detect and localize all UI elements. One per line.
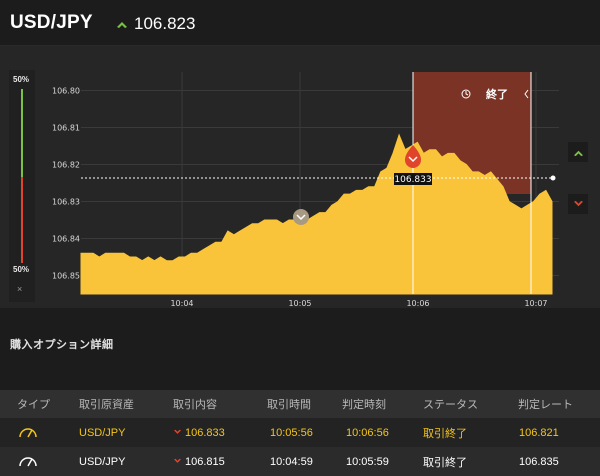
sentiment-gauge: 50% 50% × xyxy=(9,70,35,302)
header-bar: USD/JPY 106.823 xyxy=(0,0,600,46)
gauge-close-button[interactable]: × xyxy=(17,284,23,294)
high-button[interactable] xyxy=(568,142,588,162)
table-row[interactable]: USD/JPY 106.833 10:05:56 10:06:56 取引終了 1… xyxy=(0,418,600,447)
y-tick-label: 106.80 xyxy=(52,87,80,96)
current-price: 106.823 xyxy=(116,14,195,34)
x-tick-label: 10:07 xyxy=(524,299,547,308)
row-judge-time: 10:05:59 xyxy=(346,455,389,468)
currency-pair-title: USD/JPY xyxy=(10,12,93,33)
gauge-icon xyxy=(19,457,37,467)
current-rate-dot xyxy=(550,175,556,181)
down-arrow-icon xyxy=(573,200,583,206)
column-header-judge-rate: 判定レート xyxy=(518,399,573,411)
y-tick-label: 106.85 xyxy=(52,272,80,281)
gauge-up-bar xyxy=(21,89,23,177)
row-judge-time: 10:06:56 xyxy=(346,426,389,439)
column-header-asset: 取引原資産 xyxy=(79,399,134,411)
low-button[interactable] xyxy=(568,194,588,214)
y-tick-label: 106.81 xyxy=(52,124,80,133)
down-arrow-icon xyxy=(174,429,181,434)
up-arrow-icon xyxy=(117,22,127,28)
row-trade-time: 10:05:56 xyxy=(270,426,313,439)
row-status: 取引終了 xyxy=(423,456,467,469)
entry-rate-tag xyxy=(394,173,432,185)
price-area xyxy=(80,133,553,295)
column-header-type: タイプ xyxy=(17,399,50,411)
row-judge-rate: 106.821 xyxy=(519,426,559,439)
row-rate: 106.833 xyxy=(185,426,225,439)
column-header-status: ステータス xyxy=(423,399,478,411)
table-header: タイプ 取引原資産 取引内容 取引時間 判定時刻 ステータス 判定レート xyxy=(0,390,600,418)
gauge-icon xyxy=(19,428,37,438)
down-arrow-icon xyxy=(174,458,181,463)
y-tick-label: 106.82 xyxy=(52,161,80,170)
gauge-top-percent: 50% xyxy=(13,75,30,84)
row-judge-rate: 106.835 xyxy=(519,455,559,468)
y-tick-label: 106.83 xyxy=(52,198,80,207)
y-tick-label: 106.84 xyxy=(52,235,80,244)
x-tick-label: 10:05 xyxy=(288,299,311,308)
row-asset: USD/JPY xyxy=(79,426,126,439)
price-chart: 106.80 106.81 106.82 106.83 106.84 106.85 10:… xyxy=(52,72,559,308)
gauge-down-bar xyxy=(21,177,23,263)
row-status: 取引終了 xyxy=(423,427,467,440)
row-asset: USD/JPY xyxy=(79,455,126,468)
entry-rate-tag-text: 106.833 xyxy=(394,175,431,185)
table-row[interactable]: USD/JPY 106.815 10:04:59 10:05:59 取引終了 1… xyxy=(0,447,600,476)
x-tick-label: 10:06 xyxy=(406,299,429,308)
column-header-judge-time: 判定時刻 xyxy=(342,399,386,411)
entry-marker[interactable] xyxy=(405,145,421,168)
expiry-label-text: 終了 xyxy=(486,87,508,101)
column-header-direction: 取引内容 xyxy=(173,399,217,411)
gauge-bottom-percent: 50% xyxy=(13,265,30,274)
expiry-label: 終了 xyxy=(461,87,529,101)
column-header-trade-time: 取引時間 xyxy=(267,399,311,411)
up-arrow-icon xyxy=(573,150,583,156)
purchase-options-table: タイプ 取引原資産 取引内容 取引時間 判定時刻 ステータス 判定レート USD… xyxy=(0,390,600,476)
x-tick-label: 10:04 xyxy=(170,299,193,308)
previous-trade-marker[interactable] xyxy=(293,209,309,225)
row-rate: 106.815 xyxy=(185,455,225,468)
row-trade-time: 10:04:59 xyxy=(270,455,313,468)
current-price-value: 106.823 xyxy=(134,14,196,33)
purchase-options-title: 購入オプション詳細 xyxy=(10,339,114,351)
